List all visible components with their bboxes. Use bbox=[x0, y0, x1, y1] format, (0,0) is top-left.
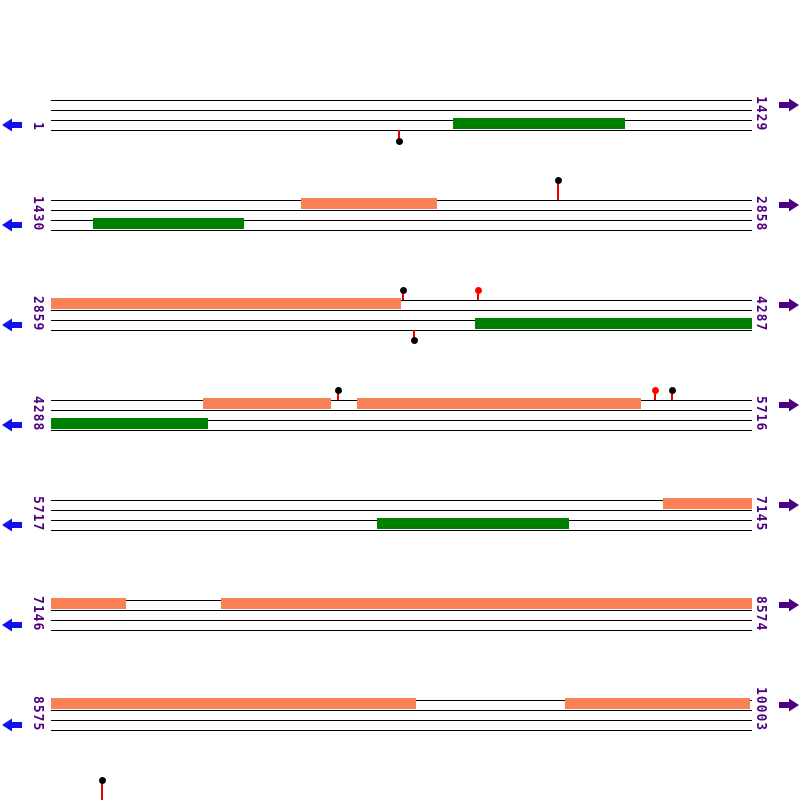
left-arrow-icon[interactable] bbox=[2, 318, 22, 332]
row-start-coordinate: 1 bbox=[30, 122, 45, 131]
lollipop-stem bbox=[671, 390, 673, 400]
orange-feature-box[interactable] bbox=[357, 398, 641, 409]
left-arrow-icon[interactable] bbox=[2, 618, 22, 632]
frame-line bbox=[51, 420, 752, 421]
lollipop-stem bbox=[557, 180, 559, 200]
lollipop-dot[interactable] bbox=[554, 176, 562, 184]
orange-feature-box[interactable] bbox=[301, 198, 437, 209]
right-arrow-icon[interactable] bbox=[779, 698, 799, 712]
row-end-coordinate: 1429 bbox=[753, 95, 768, 131]
orange-feature-box[interactable] bbox=[51, 698, 416, 709]
orange-feature-box[interactable] bbox=[51, 298, 401, 309]
row-start-coordinate: 4288 bbox=[30, 395, 45, 431]
lollipop-stem bbox=[654, 390, 656, 400]
frame-line bbox=[51, 500, 752, 501]
frame-line bbox=[51, 110, 752, 111]
frame-line bbox=[51, 100, 752, 101]
frame-line bbox=[51, 310, 752, 311]
frame-line bbox=[51, 530, 752, 531]
row-start-coordinate: 8575 bbox=[30, 695, 45, 731]
row-end-coordinate: 7145 bbox=[753, 495, 768, 531]
lollipop-dot[interactable] bbox=[651, 386, 659, 394]
orange-feature-box[interactable] bbox=[663, 498, 752, 509]
frame-line bbox=[51, 230, 752, 231]
lollipop-stem bbox=[402, 290, 404, 300]
left-arrow-icon[interactable] bbox=[2, 118, 22, 132]
right-arrow-icon[interactable] bbox=[779, 98, 799, 112]
frame-line bbox=[51, 610, 752, 611]
row-end-coordinate: 4287 bbox=[753, 295, 768, 331]
lollipop-stem bbox=[413, 330, 415, 340]
row-start-coordinate: 5717 bbox=[30, 495, 45, 531]
green-feature-box[interactable] bbox=[475, 318, 752, 329]
frame-line bbox=[51, 120, 752, 121]
row-end-coordinate: 8574 bbox=[753, 595, 768, 631]
frame-line bbox=[51, 300, 752, 301]
frame-line bbox=[51, 320, 752, 321]
right-arrow-icon[interactable] bbox=[779, 298, 799, 312]
lollipop-dot[interactable] bbox=[474, 286, 482, 294]
frame-line bbox=[51, 710, 752, 711]
lollipop-dot[interactable] bbox=[410, 336, 418, 344]
lollipop-stem bbox=[398, 130, 400, 141]
frame-line bbox=[51, 130, 752, 131]
frame-line bbox=[51, 330, 752, 331]
frame-line bbox=[51, 430, 752, 431]
frame-line bbox=[51, 630, 752, 631]
left-arrow-icon[interactable] bbox=[2, 418, 22, 432]
row-start-coordinate: 2859 bbox=[30, 295, 45, 331]
green-feature-box[interactable] bbox=[93, 218, 244, 229]
frame-line bbox=[51, 210, 752, 211]
orange-feature-box[interactable] bbox=[203, 398, 331, 409]
left-arrow-icon[interactable] bbox=[2, 718, 22, 732]
frame-line bbox=[51, 220, 752, 221]
frame-line bbox=[51, 510, 752, 511]
green-feature-box[interactable] bbox=[453, 118, 625, 129]
frame-line bbox=[51, 620, 752, 621]
green-feature-box[interactable] bbox=[377, 518, 569, 529]
row-end-coordinate: 2858 bbox=[753, 195, 768, 231]
lollipop-dot[interactable] bbox=[334, 386, 342, 394]
lollipop-dot[interactable] bbox=[395, 137, 403, 145]
left-arrow-icon[interactable] bbox=[2, 218, 22, 232]
frame-line bbox=[51, 730, 752, 731]
row-start-coordinate: 1430 bbox=[30, 195, 45, 231]
lollipop-stem bbox=[101, 780, 103, 800]
lollipop-dot[interactable] bbox=[668, 386, 676, 394]
row-start-coordinate: 7146 bbox=[30, 595, 45, 631]
right-arrow-icon[interactable] bbox=[779, 398, 799, 412]
row-end-coordinate: 5716 bbox=[753, 395, 768, 431]
lollipop-dot[interactable] bbox=[399, 286, 407, 294]
orange-feature-box[interactable] bbox=[565, 698, 750, 709]
right-arrow-icon[interactable] bbox=[779, 498, 799, 512]
right-arrow-icon[interactable] bbox=[779, 198, 799, 212]
row-end-coordinate: 10003 bbox=[753, 686, 768, 731]
lollipop-stem bbox=[337, 390, 339, 400]
lollipop-dot[interactable] bbox=[98, 776, 106, 784]
orange-feature-box[interactable] bbox=[221, 598, 752, 609]
left-arrow-icon[interactable] bbox=[2, 518, 22, 532]
frame-line bbox=[51, 410, 752, 411]
frame-line bbox=[51, 720, 752, 721]
right-arrow-icon[interactable] bbox=[779, 598, 799, 612]
orange-feature-box[interactable] bbox=[51, 598, 126, 609]
lollipop-stem bbox=[477, 290, 479, 300]
green-feature-box[interactable] bbox=[51, 418, 208, 429]
